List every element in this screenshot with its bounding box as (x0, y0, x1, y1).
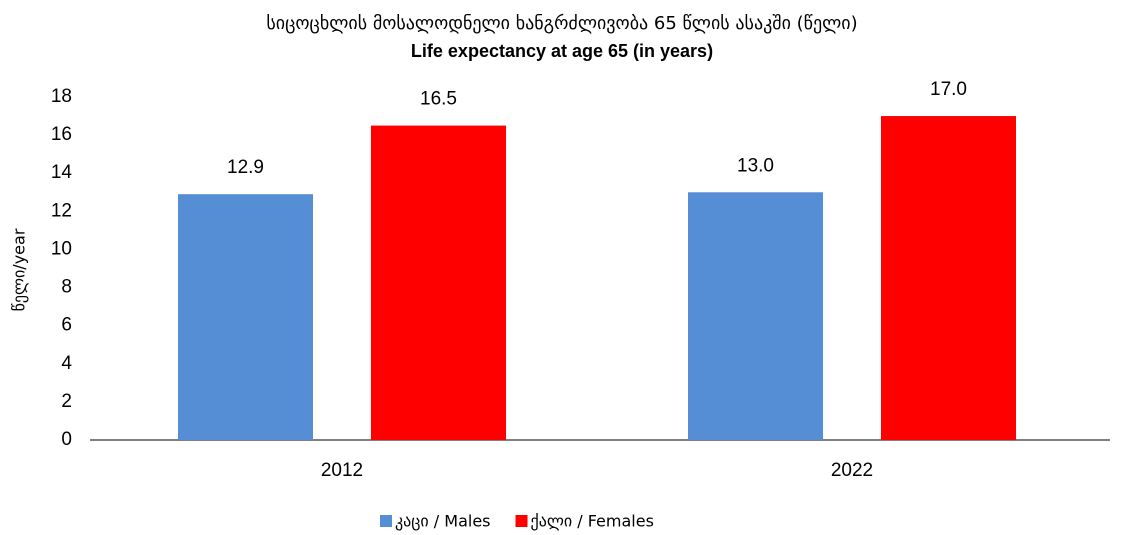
data-label: 17.0 (930, 79, 967, 100)
y-tick-label: 0 (61, 429, 72, 450)
x-tick-label: 2022 (831, 460, 873, 481)
data-label: 16.5 (420, 89, 457, 110)
bar (688, 192, 823, 440)
chart-subtitle: Life expectancy at age 65 (in years) (411, 41, 713, 61)
bar (178, 194, 313, 440)
y-tick-label: 2 (61, 391, 72, 412)
legend-label: ქალი / Females (531, 512, 654, 531)
bar (881, 116, 1016, 441)
y-axis-label: წელი/year (10, 228, 29, 311)
y-tick-label: 4 (61, 353, 72, 374)
y-tick-label: 8 (61, 277, 72, 298)
chart-title: სიცოცხლის მოსალოდნელი ხანგრძლივობა 65 წლ… (266, 13, 857, 34)
bar (371, 125, 506, 440)
legend-label: კაცი / Males (395, 512, 491, 531)
legend-swatch (380, 515, 392, 527)
data-label: 12.9 (227, 157, 264, 178)
y-tick-label: 18 (51, 86, 72, 107)
legend-swatch (515, 515, 528, 527)
y-tick-label: 14 (51, 162, 73, 183)
y-tick-label: 10 (51, 238, 72, 259)
y-tick-label: 16 (51, 124, 72, 145)
y-tick-label: 6 (61, 315, 72, 336)
data-label: 13.0 (737, 155, 774, 176)
y-tick-label: 12 (51, 200, 72, 221)
x-tick-label: 2012 (321, 460, 363, 481)
